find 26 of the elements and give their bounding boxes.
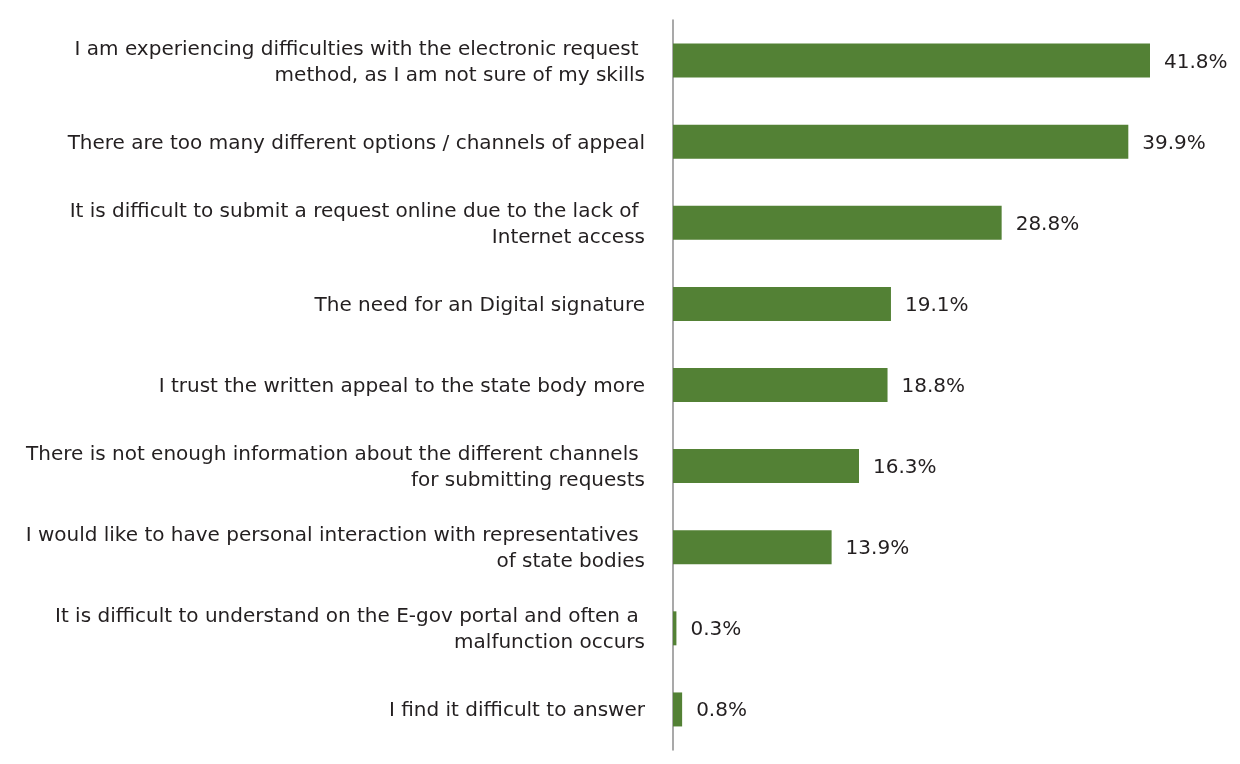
bar — [673, 692, 683, 727]
y-tick-label: It is difficult to submit a request online due to the lack of Internet access — [69, 197, 645, 248]
y-tick-label: The need for an Digital signature — [313, 291, 645, 316]
data-label: 41.8% — [1164, 48, 1228, 73]
y-tick-label: It is difficult to understand on the E-gov portal and often a malfunction occurs — [55, 603, 645, 654]
data-label: 13.9% — [845, 535, 910, 560]
data-label: 0.8% — [696, 697, 747, 722]
bar — [673, 124, 1129, 159]
y-tick-label: There is not enough information about the different channels for submitting requests — [25, 441, 645, 492]
bar — [673, 449, 860, 484]
y-tick-label: I would like to have personal interaction with representatives of state bodies — [25, 522, 645, 573]
data-label: 16.3% — [873, 454, 937, 479]
bar — [673, 530, 832, 565]
data-label: 39.9% — [1142, 129, 1206, 154]
y-tick-label: I find it difficult to answer — [388, 697, 646, 722]
data-label: 19.1% — [904, 291, 969, 316]
y-tick-label: There are too many different options / channels of appeal — [66, 129, 645, 154]
bar — [673, 205, 1002, 240]
bar — [673, 286, 891, 321]
bar — [673, 368, 888, 402]
y-tick-label: I trust the written appeal to the state body more — [158, 373, 645, 397]
bar — [673, 43, 1150, 78]
data-label: 18.8% — [901, 373, 966, 397]
y-tick-label: I am experiencing difficulties with the electronic request method, as I am not sure of my skills — [74, 35, 645, 86]
data-label: 0.3% — [690, 616, 742, 641]
data-label: 28.8% — [1015, 210, 1080, 235]
